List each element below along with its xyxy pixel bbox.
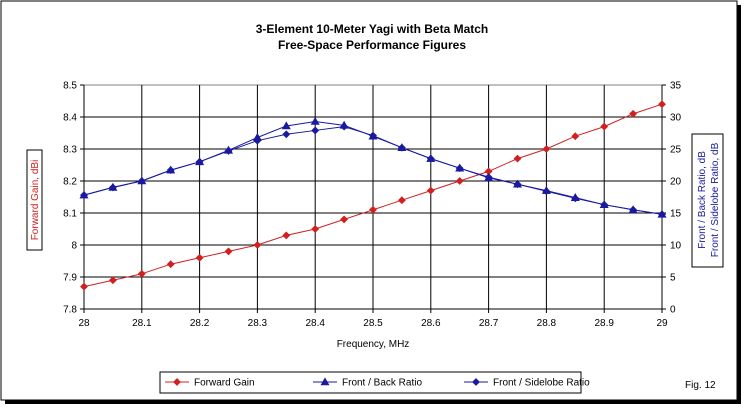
data-point	[281, 121, 291, 130]
data-point	[513, 180, 522, 189]
x-tick-label: 28	[78, 318, 90, 329]
legend-marker	[173, 378, 181, 386]
data-point	[80, 282, 88, 291]
legend-marker	[320, 377, 330, 386]
data-point	[455, 164, 464, 173]
data-point	[195, 157, 204, 166]
data-point	[310, 116, 320, 125]
chart-title: 3-Element 10-Meter Yagi with Beta Match	[256, 22, 489, 36]
legend-label: Front / Sidelobe Ratio	[493, 378, 590, 389]
data-point	[455, 177, 464, 185]
x-axis-ticks: 28 28.1 28.2 28.3 28.4 28.5 28.6 28.7 28.8 28.9 29	[78, 309, 668, 329]
data-point	[137, 269, 146, 278]
x-tick-label: 28.3	[248, 318, 268, 329]
legend-box	[159, 371, 582, 394]
data-point	[224, 146, 233, 155]
x-axis-label: Frequency, MHz	[337, 339, 410, 350]
data-point	[224, 247, 233, 256]
data-point	[108, 183, 117, 192]
series-layer	[79, 100, 667, 291]
data-point	[311, 126, 320, 135]
data-point	[137, 177, 146, 185]
data-point	[513, 154, 522, 163]
data-point	[426, 186, 435, 195]
x-tick-label: 28.9	[594, 318, 614, 329]
data-point	[658, 100, 666, 109]
x-tick-label: 28.4	[305, 318, 325, 329]
data-point	[658, 210, 666, 219]
data-point	[369, 205, 377, 214]
data-point	[108, 276, 117, 285]
data-point	[629, 109, 638, 118]
right-tick-label: 25	[670, 145, 682, 156]
left-tick-label: 8.3	[63, 145, 77, 156]
right-tick-label: 15	[670, 209, 682, 220]
left-tick-label: 8.4	[63, 113, 77, 124]
data-point	[195, 253, 204, 262]
x-tick-label: 28.1	[132, 318, 152, 329]
right-axis-label-line-2: Front / Sidelobe Ratio, dB	[710, 142, 721, 257]
data-point	[542, 145, 551, 153]
left-tick-label: 8.1	[63, 209, 77, 220]
left-axis-label-box	[26, 149, 43, 251]
series-forward-gain	[80, 100, 666, 291]
data-point	[397, 143, 406, 152]
data-point	[340, 215, 349, 224]
data-point	[282, 231, 291, 240]
right-tick-label: 35	[670, 81, 682, 92]
data-point	[311, 225, 320, 233]
data-point	[166, 260, 175, 269]
x-tick-label: 28.6	[421, 318, 441, 329]
legend-item: Front / Sidelobe Ratio	[464, 378, 590, 389]
right-tick-label: 30	[670, 113, 682, 124]
right-axis-label-box	[691, 133, 724, 268]
x-tick-label: 28.5	[363, 318, 383, 329]
legend-label: Front / Back Ratio	[342, 378, 422, 389]
right-tick-label: 0	[670, 305, 676, 316]
data-point	[571, 194, 580, 203]
data-point	[253, 241, 262, 249]
series-front-sidelobe-ratio	[80, 122, 666, 219]
legend: Forward Gain Front / Back Ratio Front / Si…	[165, 377, 590, 389]
data-point	[600, 200, 609, 209]
legend-label: Forward Gain	[194, 378, 255, 389]
left-tick-label: 8	[71, 241, 77, 252]
x-tick-label: 28.7	[479, 318, 499, 329]
left-tick-label: 8.2	[63, 177, 77, 188]
data-point	[166, 166, 175, 175]
left-tick-label: 8.5	[63, 81, 77, 92]
data-point	[542, 187, 551, 196]
right-axis-label-line-1: Front / Back Ratio, dB	[697, 151, 708, 249]
data-point	[600, 122, 609, 131]
legend-item: Front / Back Ratio	[313, 377, 422, 389]
data-point	[80, 191, 88, 200]
left-axis-ticks: 7.8 7.9 8 8.1 8.2 8.3 8.4 8.5	[63, 81, 84, 316]
data-point	[397, 196, 406, 205]
legend-marker	[472, 378, 480, 386]
data-point	[282, 130, 291, 139]
left-tick-label: 7.9	[63, 273, 77, 284]
right-tick-label: 10	[670, 241, 682, 252]
right-tick-label: 20	[670, 177, 682, 188]
figure-label: Fig. 12	[685, 380, 716, 391]
left-axis-label: Forward Gain, dBi	[30, 160, 41, 241]
data-point	[253, 136, 262, 145]
data-point	[340, 122, 349, 131]
data-point	[629, 205, 638, 214]
x-tick-label: 29	[656, 318, 668, 329]
x-tick-label: 28.8	[537, 318, 557, 329]
x-tick-label: 28.2	[190, 318, 210, 329]
data-point	[369, 131, 377, 140]
legend-item: Forward Gain	[165, 378, 255, 389]
data-point	[571, 132, 580, 141]
left-tick-label: 7.8	[63, 305, 77, 316]
chart-subtitle: Free-Space Performance Figures	[278, 38, 466, 52]
data-point	[484, 173, 493, 182]
right-tick-label: 5	[670, 273, 676, 284]
data-point	[426, 154, 435, 163]
